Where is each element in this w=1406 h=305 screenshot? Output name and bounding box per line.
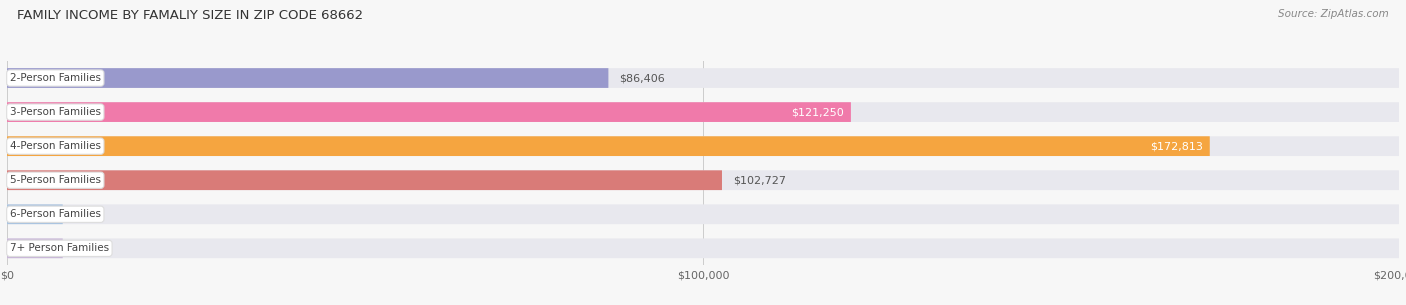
Text: FAMILY INCOME BY FAMALIY SIZE IN ZIP CODE 68662: FAMILY INCOME BY FAMALIY SIZE IN ZIP COD… [17,9,363,22]
FancyBboxPatch shape [7,68,609,88]
FancyBboxPatch shape [7,102,851,122]
FancyBboxPatch shape [7,170,1399,190]
FancyBboxPatch shape [7,102,1399,122]
Text: $86,406: $86,406 [620,73,665,83]
Text: 4-Person Families: 4-Person Families [10,141,101,151]
Text: 2-Person Families: 2-Person Families [10,73,101,83]
FancyBboxPatch shape [7,204,63,224]
FancyBboxPatch shape [7,204,1399,224]
Text: $0: $0 [75,209,87,219]
Text: 5-Person Families: 5-Person Families [10,175,101,185]
Text: $102,727: $102,727 [733,175,786,185]
FancyBboxPatch shape [7,239,63,258]
Text: 6-Person Families: 6-Person Families [10,209,101,219]
FancyBboxPatch shape [7,136,1209,156]
FancyBboxPatch shape [7,136,1399,156]
Text: $121,250: $121,250 [792,107,844,117]
FancyBboxPatch shape [7,170,721,190]
Text: $0: $0 [75,243,87,253]
FancyBboxPatch shape [7,68,1399,88]
Text: $172,813: $172,813 [1150,141,1202,151]
Text: 3-Person Families: 3-Person Families [10,107,101,117]
Text: Source: ZipAtlas.com: Source: ZipAtlas.com [1278,9,1389,19]
Text: 7+ Person Families: 7+ Person Families [10,243,108,253]
FancyBboxPatch shape [7,239,1399,258]
